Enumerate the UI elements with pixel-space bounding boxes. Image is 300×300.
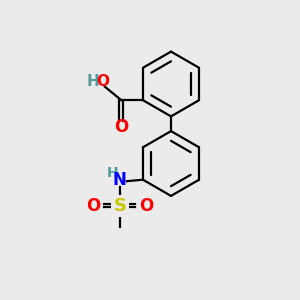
Text: O: O (139, 197, 153, 215)
Text: O: O (86, 197, 100, 215)
Text: O: O (96, 74, 109, 89)
Text: H: H (87, 74, 100, 89)
Text: H: H (106, 166, 118, 180)
Text: S: S (113, 197, 126, 215)
Text: O: O (114, 118, 128, 136)
Text: N: N (113, 171, 127, 189)
